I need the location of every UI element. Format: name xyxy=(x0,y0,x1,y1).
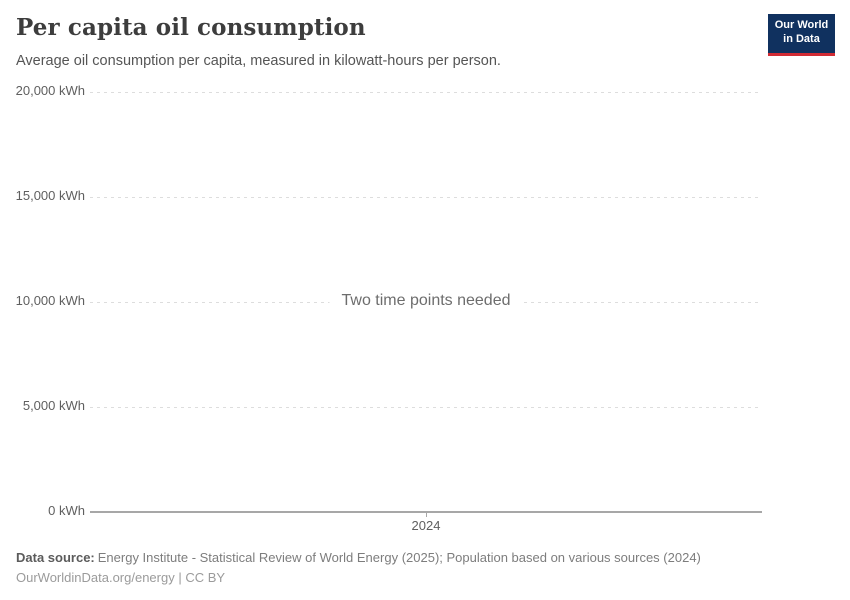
y-tick-label: 15,000 kWh xyxy=(15,188,85,203)
owid-logo-line1: Our World xyxy=(774,19,829,31)
datasource-label: Data source: xyxy=(16,550,95,565)
y-tick-label: 20,000 kWh xyxy=(15,83,85,98)
gridline xyxy=(90,195,762,198)
chart-subtitle: Average oil consumption per capita, meas… xyxy=(16,53,501,69)
datasource-line: Data source: Energy Institute - Statistic… xyxy=(16,548,834,568)
owid-logo[interactable]: Our World in Data xyxy=(768,14,835,56)
gridline xyxy=(90,405,762,408)
empty-state-message: Two time points needed xyxy=(329,290,523,312)
attribution-line: OurWorldinData.org/energy | CC BY xyxy=(16,570,226,585)
x-tick-mark xyxy=(426,511,427,517)
owid-logo-line2: in Data xyxy=(783,33,820,45)
chart-title: Per capita oil consumption xyxy=(16,14,366,41)
y-tick-label: 5,000 kWh xyxy=(22,398,85,413)
x-tick-label: 2024 xyxy=(411,518,441,533)
y-tick-label: 10,000 kWh xyxy=(15,293,85,308)
datasource-text: Energy Institute - Statistical Review of… xyxy=(97,550,701,565)
chart-footer: Data source: Energy Institute - Statistic… xyxy=(16,548,834,588)
gridline xyxy=(90,90,762,93)
y-tick-label: 0 kWh xyxy=(48,503,85,518)
